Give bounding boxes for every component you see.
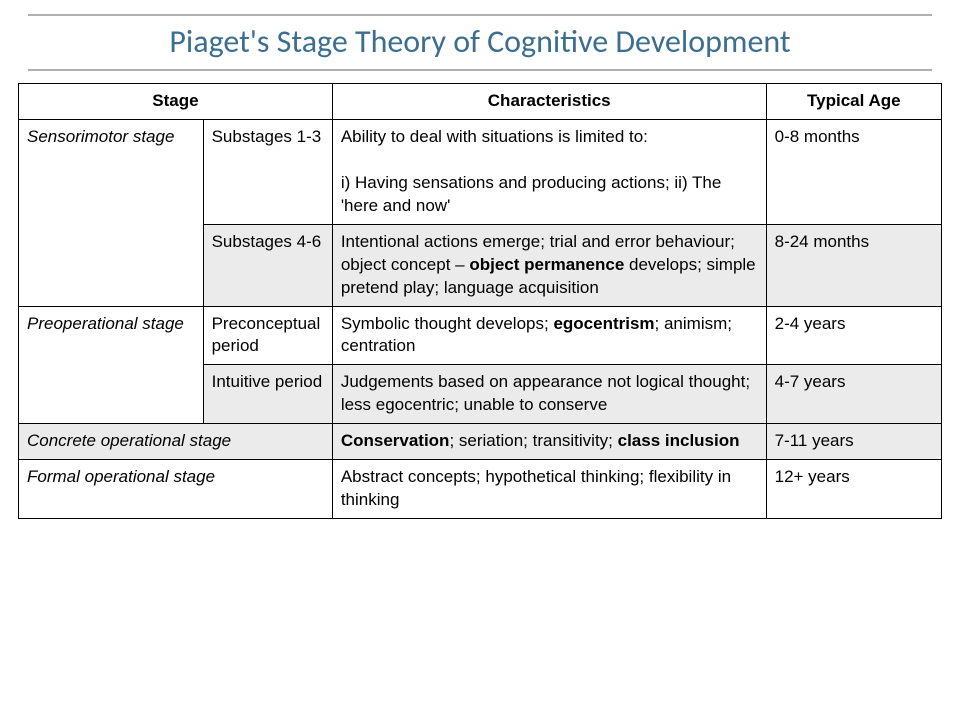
page-title: Piaget's Stage Theory of Cognitive Devel… — [28, 22, 932, 61]
table-row: Sensorimotor stageSubstages 1-3Ability t… — [19, 119, 942, 224]
stages-table: Stage Characteristics Typical Age Sensor… — [18, 83, 942, 519]
cell-age: 12+ years — [766, 460, 941, 519]
table-header-row: Stage Characteristics Typical Age — [19, 84, 942, 120]
cell-stage: Sensorimotor stage — [19, 119, 204, 306]
cell-age: 2-4 years — [766, 306, 941, 365]
table-row: Preoperational stagePreconceptual period… — [19, 306, 942, 365]
cell-characteristics: Symbolic thought develops; egocentrism; … — [332, 306, 766, 365]
cell-substage: Substages 4-6 — [203, 224, 332, 306]
cell-substage: Preconceptual period — [203, 306, 332, 365]
cell-age: 0-8 months — [766, 119, 941, 224]
cell-age: 8-24 months — [766, 224, 941, 306]
slide: Piaget's Stage Theory of Cognitive Devel… — [0, 0, 960, 720]
table-row: Concrete operational stageConservation; … — [19, 424, 942, 460]
cell-stage: Concrete operational stage — [19, 424, 333, 460]
cell-characteristics: Conservation; seriation; transitivity; c… — [332, 424, 766, 460]
col-age: Typical Age — [766, 84, 941, 120]
cell-substage: Substages 1-3 — [203, 119, 332, 224]
cell-characteristics: Intentional actions emerge; trial and er… — [332, 224, 766, 306]
table-body: Sensorimotor stageSubstages 1-3Ability t… — [19, 119, 942, 518]
cell-stage: Preoperational stage — [19, 306, 204, 424]
cell-stage: Formal operational stage — [19, 460, 333, 519]
cell-characteristics: Ability to deal with situations is limit… — [332, 119, 766, 224]
cell-substage: Intuitive period — [203, 365, 332, 424]
cell-age: 4-7 years — [766, 365, 941, 424]
col-stage: Stage — [19, 84, 333, 120]
cell-age: 7-11 years — [766, 424, 941, 460]
cell-characteristics: Abstract concepts; hypothetical thinking… — [332, 460, 766, 519]
cell-characteristics: Judgements based on appearance not logic… — [332, 365, 766, 424]
title-rule-wrap: Piaget's Stage Theory of Cognitive Devel… — [28, 14, 932, 71]
table-row: Formal operational stageAbstract concept… — [19, 460, 942, 519]
col-characteristics: Characteristics — [332, 84, 766, 120]
